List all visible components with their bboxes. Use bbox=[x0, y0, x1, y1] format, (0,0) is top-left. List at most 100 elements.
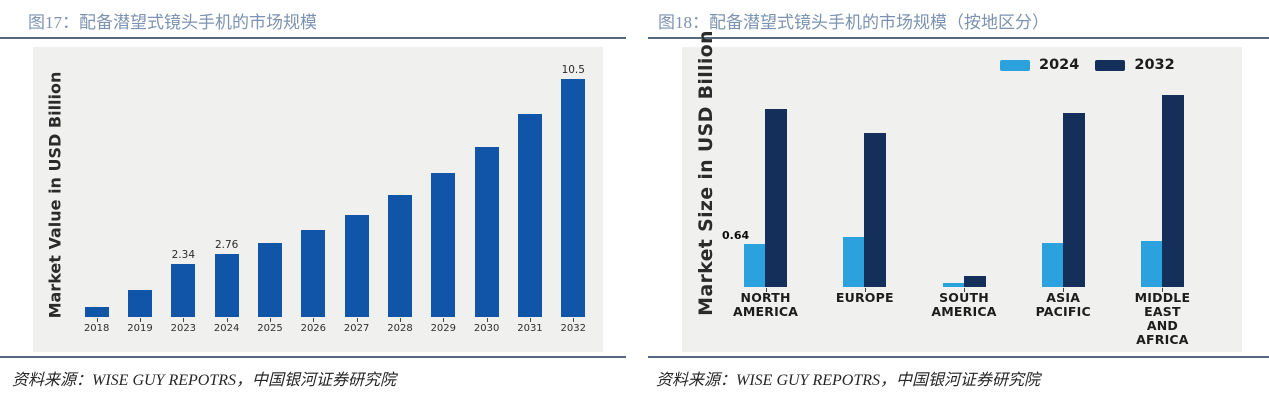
bar-group-2028: 2028 bbox=[378, 67, 421, 334]
x-tick-label: 2030 bbox=[473, 323, 500, 334]
legend-item-2024: 2024 bbox=[1000, 57, 1079, 73]
legend-swatch-2024 bbox=[1000, 59, 1030, 71]
x-axis-tick bbox=[269, 318, 271, 322]
legend-item-2032: 2032 bbox=[1095, 57, 1175, 73]
bar-pair bbox=[815, 133, 914, 287]
bar-2023 bbox=[171, 264, 196, 317]
bar-pair bbox=[1113, 95, 1212, 287]
bar-2024-south-america bbox=[942, 283, 964, 287]
bar-group-2026: 2026 bbox=[292, 67, 335, 334]
bar-2031 bbox=[517, 114, 542, 317]
x-tick-label: 2029 bbox=[430, 323, 457, 334]
x-tick-label: 2027 bbox=[343, 323, 370, 334]
figure-18: 图18：配备潜望式镜头手机的市场规模（按地区分） Market Size in … bbox=[648, 0, 1269, 402]
bar-2019 bbox=[127, 290, 152, 317]
bar-2026 bbox=[301, 230, 326, 317]
x-tick-label: 2032 bbox=[560, 323, 586, 334]
bar-chart-market-value-by-year: 2018 2019 2.34 2023 2.76 2024 2025 2026 2027 2028… bbox=[75, 64, 595, 334]
bar-2032-asia-pacific bbox=[1062, 113, 1085, 287]
source-label: 资料来源： bbox=[12, 372, 93, 389]
bar-group-europe: EUROPE bbox=[815, 87, 914, 305]
x-tick-label: 2023 bbox=[170, 323, 197, 334]
bar-group-south-america: SOUTH AMERICA bbox=[914, 87, 1013, 319]
bar-group-2018: 2018 bbox=[75, 67, 118, 334]
bar-group-2030: 2030 bbox=[465, 67, 508, 334]
bar-2018 bbox=[84, 307, 109, 317]
x-axis-tick bbox=[139, 318, 141, 322]
figure-17-source: 资料来源：WISE GUY REPOTRS，中国银河证券研究院 bbox=[12, 366, 396, 390]
x-axis-tick bbox=[964, 288, 965, 292]
bar-2032 bbox=[561, 79, 586, 317]
bar-2024-asia-pacific bbox=[1041, 243, 1063, 287]
bar-2029 bbox=[431, 173, 456, 317]
x-axis-tick bbox=[864, 288, 866, 292]
x-axis-tick bbox=[765, 288, 767, 292]
figure-17: 图17：配备潜望式镜头手机的市场规模 Market Value in USD B… bbox=[0, 0, 626, 402]
legend-label-2032: 2032 bbox=[1134, 57, 1175, 73]
x-tick-label: SOUTH AMERICA bbox=[931, 290, 997, 319]
x-tick-label: EUROPE bbox=[835, 290, 894, 305]
bar-2024 bbox=[214, 254, 239, 317]
bar-pair bbox=[914, 276, 1013, 287]
bar-value-label: 0.64 bbox=[722, 229, 750, 242]
figure-18-chart-panel: Market Size in USD Billion 2024 2032 0.6… bbox=[682, 30, 1242, 352]
bar-group-middle-east-and-africa: MIDDLE EAST AND AFRICA bbox=[1113, 87, 1212, 347]
x-tick-label: 2019 bbox=[127, 323, 153, 334]
figure-18-title: 图18：配备潜望式镜头手机的市场规模（按地区分） bbox=[658, 13, 1049, 32]
bar-2032-north-america bbox=[765, 109, 788, 287]
bar-value-label: 2.34 bbox=[171, 249, 196, 261]
bar-group-2023: 2.34 2023 bbox=[162, 67, 205, 334]
x-tick-label: MIDDLE EAST AND AFRICA bbox=[1134, 290, 1191, 347]
bar-group-2032: 10.5 2032 bbox=[552, 64, 595, 334]
bar-pair bbox=[1014, 113, 1113, 287]
bar-2025 bbox=[257, 243, 282, 317]
x-tick-label: 2024 bbox=[213, 323, 240, 334]
bar-group-2019: 2019 bbox=[118, 67, 161, 334]
bar-group-2025: 2025 bbox=[248, 67, 291, 334]
x-axis-tick bbox=[399, 318, 401, 322]
bar-2032-south-america bbox=[963, 276, 986, 287]
x-axis-tick bbox=[313, 318, 315, 322]
bar-2028 bbox=[387, 195, 412, 317]
x-tick-label: 2026 bbox=[300, 323, 327, 334]
bar-value-label: 2.76 bbox=[214, 239, 239, 251]
figure-18-title-rule bbox=[648, 37, 1269, 39]
source-text: WISE GUY REPOTRS，中国银河证券研究院 bbox=[736, 372, 1041, 389]
chart-legend: 2024 2032 bbox=[1000, 57, 1175, 73]
legend-swatch-2032 bbox=[1095, 59, 1126, 71]
x-tick-label: 2031 bbox=[517, 323, 543, 334]
bar-group-2031: 2031 bbox=[508, 67, 551, 334]
figure-17-title-rule bbox=[0, 37, 626, 39]
x-axis-tick bbox=[226, 318, 228, 322]
figure-17-title: 图17：配备潜望式镜头手机的市场规模 bbox=[28, 13, 317, 32]
bar-group-north-america: 0.64 NORTH AMERICA bbox=[716, 87, 815, 319]
x-axis-tick bbox=[529, 318, 531, 322]
bar-2024-north-america bbox=[744, 244, 766, 287]
x-axis-tick bbox=[1063, 288, 1065, 292]
x-axis-tick bbox=[356, 318, 358, 322]
x-axis-tick bbox=[1162, 288, 1164, 292]
bar-2032-middle-east-and-africa bbox=[1161, 95, 1184, 287]
x-tick-label: 2028 bbox=[387, 323, 413, 334]
source-label: 资料来源： bbox=[656, 372, 737, 389]
x-axis-tick bbox=[183, 318, 185, 322]
source-text: WISE GUY REPOTRS，中国银河证券研究院 bbox=[92, 372, 397, 389]
figure-17-bottom-rule bbox=[0, 356, 626, 358]
x-axis-tick bbox=[486, 318, 488, 322]
bar-2030 bbox=[474, 147, 499, 317]
bar-2032-europe bbox=[864, 133, 887, 287]
y-axis-label: Market Size in USD Billion bbox=[695, 30, 717, 316]
x-axis-tick bbox=[443, 318, 445, 322]
bar-group-2024: 2.76 2024 bbox=[205, 67, 248, 334]
x-axis-tick bbox=[573, 318, 575, 322]
bar-group-asia-pacific: ASIA PACIFIC bbox=[1014, 87, 1113, 319]
x-tick-label: 2025 bbox=[257, 323, 283, 334]
x-axis-tick bbox=[96, 318, 98, 322]
figure-18-bottom-rule bbox=[648, 356, 1269, 358]
bar-2024-europe bbox=[843, 237, 865, 287]
bar-value-label: 10.5 bbox=[561, 64, 585, 76]
x-tick-label: 2018 bbox=[83, 323, 110, 334]
bar-group-2027: 2027 bbox=[335, 67, 378, 334]
bar-2024-middle-east-and-africa bbox=[1140, 241, 1162, 287]
